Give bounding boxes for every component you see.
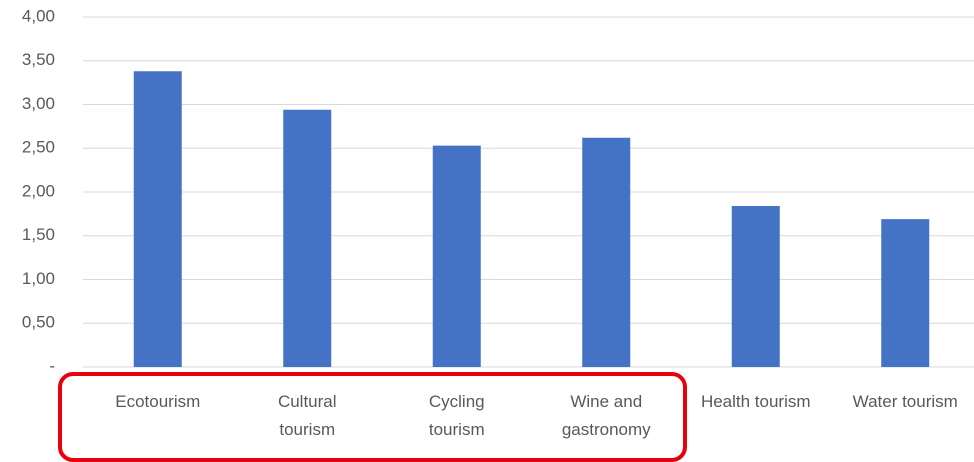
bar bbox=[133, 71, 182, 367]
bar bbox=[731, 206, 780, 367]
x-tick-label: Wine and gastronomy bbox=[561, 392, 651, 439]
y-tick-label: 1,50 bbox=[22, 225, 55, 244]
y-tick-label: 2,50 bbox=[22, 138, 55, 157]
y-tick-label: - bbox=[49, 356, 55, 375]
bar bbox=[432, 145, 481, 367]
x-tick-label: Cultural tourism bbox=[277, 392, 337, 439]
y-tick-label: 3,00 bbox=[22, 94, 55, 113]
bar bbox=[283, 109, 332, 367]
x-tick-label: Health tourism bbox=[700, 392, 811, 411]
bar bbox=[881, 219, 930, 367]
bar bbox=[582, 137, 631, 367]
highlight-box bbox=[58, 372, 687, 462]
x-tick-label: Cycling tourism bbox=[428, 392, 485, 439]
y-tick-label: 3,50 bbox=[22, 50, 55, 69]
x-tick-label: Ecotourism bbox=[115, 392, 201, 411]
x-tick-label: Water tourism bbox=[852, 392, 958, 411]
y-tick-label: 0,50 bbox=[22, 313, 55, 332]
y-tick-label: 2,00 bbox=[22, 181, 55, 200]
y-tick-label: 4,00 bbox=[22, 6, 55, 25]
y-tick-label: 1,00 bbox=[22, 269, 55, 288]
